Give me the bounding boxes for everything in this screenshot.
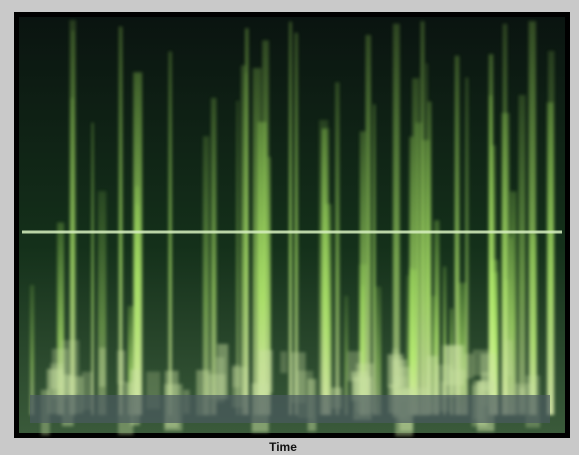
trace-streak xyxy=(241,65,246,415)
trace-streak xyxy=(245,28,249,415)
trace-streak xyxy=(510,191,517,415)
caption: Time xyxy=(269,440,297,454)
trace-noise xyxy=(388,354,404,387)
screen-bottom xyxy=(30,395,550,423)
trace-noise xyxy=(473,350,489,376)
trace-streak xyxy=(420,21,424,415)
oscilloscope-photo: Time xyxy=(0,0,579,455)
trace-noise xyxy=(464,354,474,379)
trace-streak xyxy=(373,104,376,415)
trace-streak xyxy=(366,35,371,415)
page: Time (() => { const data = JSON.parse(do… xyxy=(0,0,579,455)
trace-streak xyxy=(547,102,554,415)
trace-noise xyxy=(117,350,125,383)
trace-noise xyxy=(99,348,106,387)
trace-streak xyxy=(325,204,332,415)
trace-streak xyxy=(519,95,526,415)
trace-streak xyxy=(92,123,94,415)
trace-noise xyxy=(505,340,513,376)
trace-noise xyxy=(258,350,273,393)
trace-streak xyxy=(211,98,216,415)
trace-streak xyxy=(335,82,339,415)
trace-noise xyxy=(280,351,287,373)
